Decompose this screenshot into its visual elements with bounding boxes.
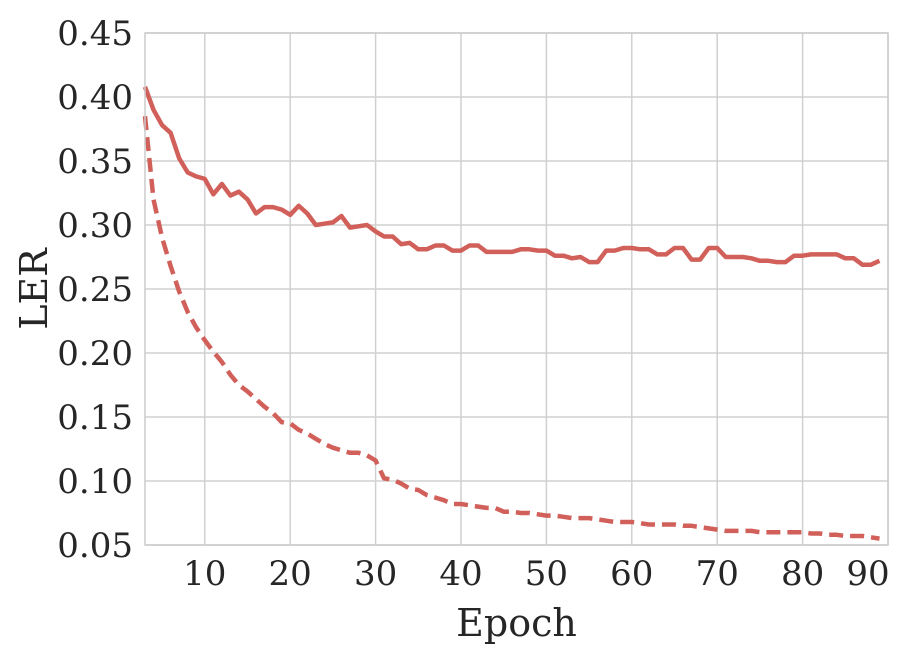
- y-tick-label: 0.10: [57, 462, 133, 502]
- y-tick-label: 0.35: [57, 142, 133, 182]
- x-tick-label: 70: [696, 554, 739, 594]
- plot-frame: [144, 32, 889, 546]
- x-tick-label: 30: [354, 554, 397, 594]
- series-group: [142, 86, 881, 541]
- y-tick-label: 0.25: [57, 270, 133, 310]
- solid-series-line: [142, 86, 881, 267]
- x-tick-label: 10: [183, 554, 226, 594]
- y-axis-label: LER: [12, 247, 56, 330]
- y-tick-label: 0.40: [57, 78, 133, 118]
- x-tick-label: 80: [781, 554, 824, 594]
- x-axis-label: Epoch: [456, 601, 577, 645]
- x-tick-labels: 10 20 30 40 50 60 70 80 90: [183, 554, 889, 594]
- x-tick-label: 20: [269, 554, 312, 594]
- x-tick-label: 40: [439, 554, 482, 594]
- x-tick-label: 60: [610, 554, 653, 594]
- y-tick-labels: 0.05 0.10 0.15 0.20 0.25 0.30 0.35 0.40 0.45: [57, 14, 133, 566]
- x-tick-label: 50: [525, 554, 568, 594]
- y-tick-label: 0.30: [57, 206, 133, 246]
- y-tick-label: 0.15: [57, 398, 133, 438]
- dashed-series-line: [142, 115, 880, 541]
- y-tick-label: 0.20: [57, 334, 133, 374]
- y-tick-label: 0.05: [57, 526, 133, 566]
- x-tick-label: 90: [846, 554, 889, 594]
- y-tick-label: 0.45: [57, 14, 133, 54]
